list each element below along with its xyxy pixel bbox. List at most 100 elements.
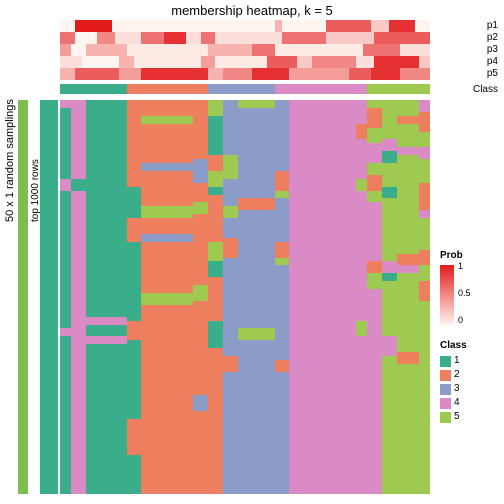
heatmap-block — [86, 325, 127, 337]
heatmap-block — [141, 116, 193, 124]
annotation-cell — [289, 68, 348, 80]
heatmap-block — [208, 348, 223, 494]
class-row-label: Class — [473, 84, 498, 95]
heatmap-column — [419, 100, 430, 494]
heatmap-block — [419, 100, 430, 112]
annotation-cell — [326, 32, 374, 44]
heatmap-block — [193, 395, 208, 411]
heatmap-block — [127, 100, 142, 187]
heatmap-block — [60, 336, 71, 494]
heatmap-block — [141, 206, 193, 218]
class-color-bar — [60, 84, 430, 94]
annotation-cell — [374, 32, 430, 44]
annotation-cell — [60, 56, 82, 68]
annotation-cell — [389, 20, 415, 32]
class-segment — [367, 84, 430, 94]
heatmap-block — [397, 147, 419, 155]
annotation-cell — [223, 68, 253, 80]
heatmap-block — [382, 336, 397, 356]
y-axis-label-outer: 50 x 1 random samplings — [4, 99, 16, 222]
class-segment — [275, 84, 368, 94]
heatmap-block — [127, 242, 142, 321]
annotation-cell — [119, 56, 134, 68]
heatmap-block — [60, 191, 71, 329]
annotation-cell — [275, 44, 364, 56]
annotation-cell — [371, 20, 390, 32]
heatmap-block — [60, 179, 71, 191]
heatmap-block — [382, 261, 397, 273]
heatmap-column — [275, 100, 290, 494]
heatmap-column — [289, 100, 356, 494]
legend-label: 1 — [451, 354, 460, 368]
annotation-row-label: p5 — [487, 68, 498, 80]
heatmap-block — [71, 309, 86, 494]
annotation-cell — [208, 68, 223, 80]
heatmap-block — [275, 258, 290, 266]
heatmap-block — [419, 250, 430, 266]
heatmap-block — [60, 108, 71, 179]
heatmap-block — [141, 242, 193, 293]
legend-tick: 0.5 — [458, 288, 471, 298]
annotation-cell — [349, 68, 371, 80]
heatmap-block — [356, 191, 367, 321]
heatmap-block — [419, 218, 430, 250]
heatmap-block — [419, 183, 430, 211]
heatmap-block — [208, 171, 223, 187]
heatmap-block — [238, 108, 275, 199]
heatmap-block — [127, 218, 142, 242]
heatmap-block — [367, 108, 382, 128]
heatmap-block — [419, 265, 430, 281]
heatmap-block — [208, 155, 223, 171]
heatmap-block — [382, 281, 397, 336]
heatmap-column — [127, 100, 142, 494]
legend-prob-title: Prob — [440, 250, 498, 261]
heatmap-block — [86, 317, 127, 325]
heatmap-block — [382, 139, 397, 151]
heatmap-block — [419, 281, 430, 301]
annotation-cell — [371, 68, 401, 80]
legend-swatch — [440, 384, 451, 395]
heatmap-block — [397, 155, 419, 254]
annotation-row — [60, 56, 430, 68]
heatmap-block — [60, 328, 71, 336]
annotation-row-label: p1 — [487, 20, 498, 32]
heatmap-block — [208, 100, 223, 116]
heatmap-column — [193, 100, 208, 494]
heatmap-block — [275, 198, 290, 241]
heatmap-block — [275, 242, 290, 258]
heatmap-column — [238, 100, 275, 494]
heatmap-column — [223, 100, 238, 494]
legend-swatch — [440, 412, 451, 423]
heatmap-block — [141, 171, 193, 206]
heatmap-block — [397, 273, 419, 352]
heatmap-block — [223, 179, 238, 207]
legend-prob: Prob 10.50 — [440, 250, 498, 325]
annotation-cell — [400, 68, 430, 80]
heatmap-block — [208, 242, 223, 262]
heatmap-block — [419, 210, 430, 218]
annotation-row-label: p2 — [487, 32, 498, 44]
heatmap-block — [397, 364, 419, 494]
annotation-cell — [326, 20, 370, 32]
heatmap-block — [367, 273, 382, 289]
heatmap-block — [397, 265, 419, 273]
heatmap-block — [238, 340, 275, 494]
heatmap-block — [238, 100, 275, 108]
heatmap-column — [60, 100, 71, 494]
main-heatmap — [60, 100, 430, 494]
annotation-row-label: p4 — [487, 56, 498, 68]
annotation-cell — [60, 20, 75, 32]
heatmap-block — [127, 321, 142, 341]
annotation-row — [60, 44, 430, 56]
annotation-row — [60, 68, 430, 80]
heatmap-block — [367, 202, 382, 261]
heatmap-block — [356, 124, 367, 140]
heatmap-block — [275, 265, 290, 360]
heatmap-block — [208, 187, 223, 195]
heatmap-block — [141, 100, 193, 116]
annotation-cell — [141, 68, 208, 80]
legend-class: Class 12345 — [440, 340, 498, 424]
annotation-cell — [134, 56, 201, 68]
heatmap-block — [86, 344, 127, 494]
heatmap-block — [208, 261, 223, 277]
